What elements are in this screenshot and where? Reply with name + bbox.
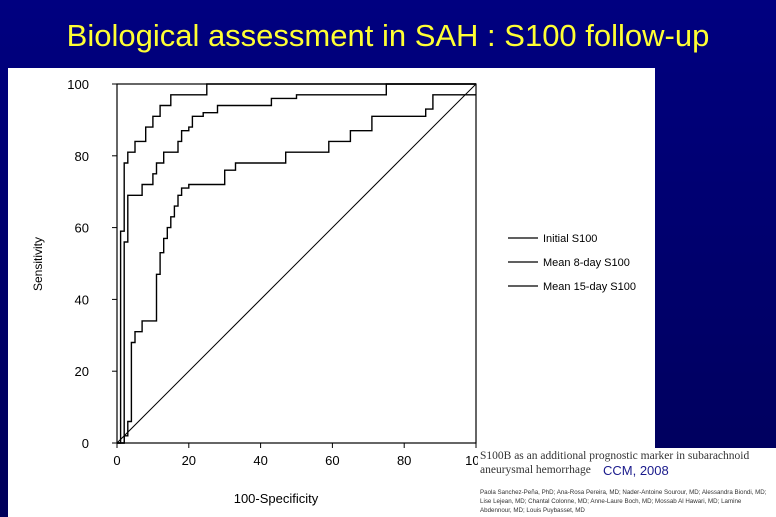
reference-article-title: S100B as an additional prognostic marker… <box>480 450 750 476</box>
y-tick-label: 80 <box>75 149 89 164</box>
reference-authors: Paola Sanchez-Peña, PhD; Ana-Rosa Pereir… <box>480 489 767 514</box>
series-line-initial-s100 <box>117 94 476 444</box>
series-line-mean-8-day-s100 <box>117 83 476 444</box>
slide-title: Biological assessment in SAH : S100 foll… <box>66 18 710 53</box>
y-axis-label: Sensitivity <box>31 237 45 291</box>
y-tick-label: 60 <box>75 221 89 236</box>
journal-citation: CCM, 2008 <box>603 463 669 478</box>
legend-label-initial-s100: Initial S100 <box>543 233 597 245</box>
y-tick-label: 100 <box>67 77 89 92</box>
plot-frame <box>116 83 477 444</box>
legend: Initial S100 Mean 8-day S100 Mean 15-day S… <box>508 233 636 293</box>
x-tick-label: 80 <box>397 453 411 468</box>
y-tick-label: 40 <box>75 292 89 307</box>
y-tick-label: 20 <box>75 364 89 379</box>
x-tick-label: 20 <box>182 453 196 468</box>
legend-label-mean-8-day-s100: Mean 8-day S100 <box>543 257 630 269</box>
x-tick-label: 60 <box>325 453 339 468</box>
diagonal-reference-line <box>116 83 477 444</box>
y-tick-label: 0 <box>82 436 89 451</box>
legend-label-mean-15-day-s100: Mean 15-day S100 <box>543 281 636 293</box>
chart-panel <box>8 68 655 517</box>
x-tick-label: 0 <box>113 453 120 468</box>
series-line-mean-15-day-s100 <box>117 83 476 444</box>
reference-box <box>478 448 776 517</box>
x-tick-label: 40 <box>253 453 267 468</box>
x-axis-label: 100-Specificity <box>234 491 319 506</box>
